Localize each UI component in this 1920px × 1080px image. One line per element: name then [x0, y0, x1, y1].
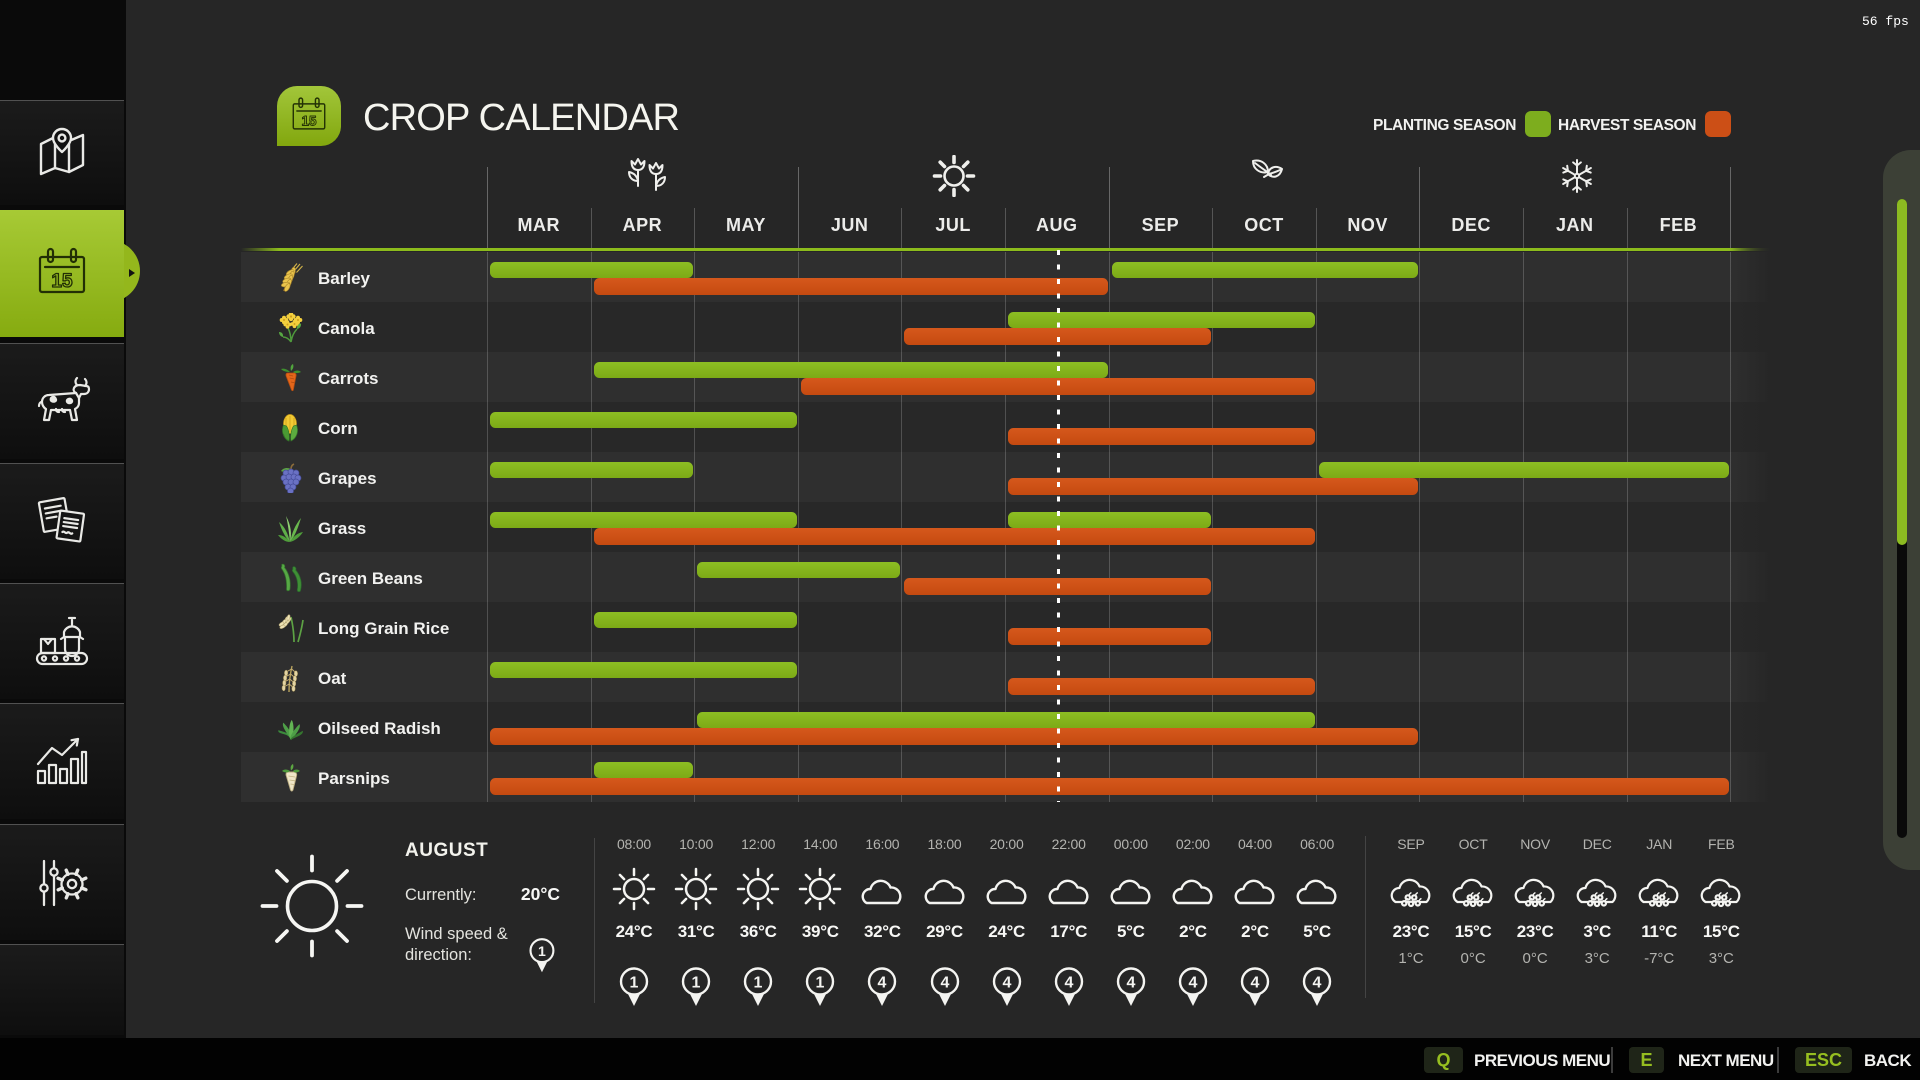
- svg-text:15: 15: [301, 113, 317, 128]
- svg-text:1: 1: [816, 975, 825, 992]
- svg-text:4: 4: [1251, 975, 1260, 992]
- svg-text:1: 1: [692, 975, 701, 992]
- svg-text:4: 4: [1188, 975, 1197, 992]
- svg-text:4: 4: [1126, 975, 1135, 992]
- svg-text:4: 4: [878, 975, 887, 992]
- svg-text:1: 1: [754, 975, 763, 992]
- svg-text:1: 1: [538, 943, 546, 959]
- svg-text:15: 15: [51, 271, 73, 292]
- svg-text:4: 4: [1313, 975, 1322, 992]
- svg-text:4: 4: [1002, 975, 1011, 992]
- svg-text:4: 4: [940, 975, 949, 992]
- svg-text:1: 1: [630, 975, 639, 992]
- svg-text:4: 4: [1064, 975, 1073, 992]
